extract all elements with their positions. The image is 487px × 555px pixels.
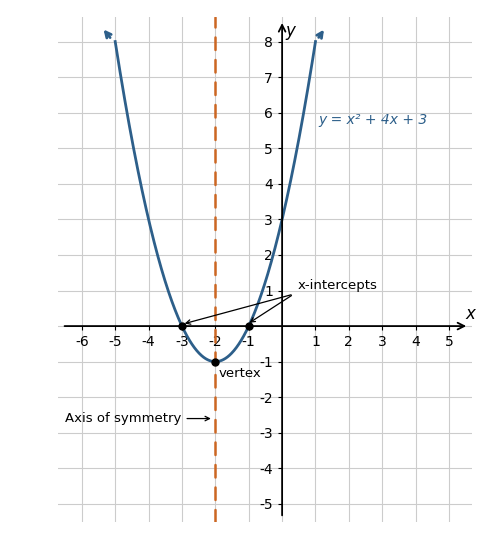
Text: y = x² + 4x + 3: y = x² + 4x + 3 xyxy=(319,113,428,127)
Text: x-intercepts: x-intercepts xyxy=(297,279,377,292)
Text: vertex: vertex xyxy=(219,367,262,380)
Text: x: x xyxy=(466,305,476,322)
Text: Axis of symmetry: Axis of symmetry xyxy=(65,412,209,425)
Text: y: y xyxy=(285,22,296,40)
